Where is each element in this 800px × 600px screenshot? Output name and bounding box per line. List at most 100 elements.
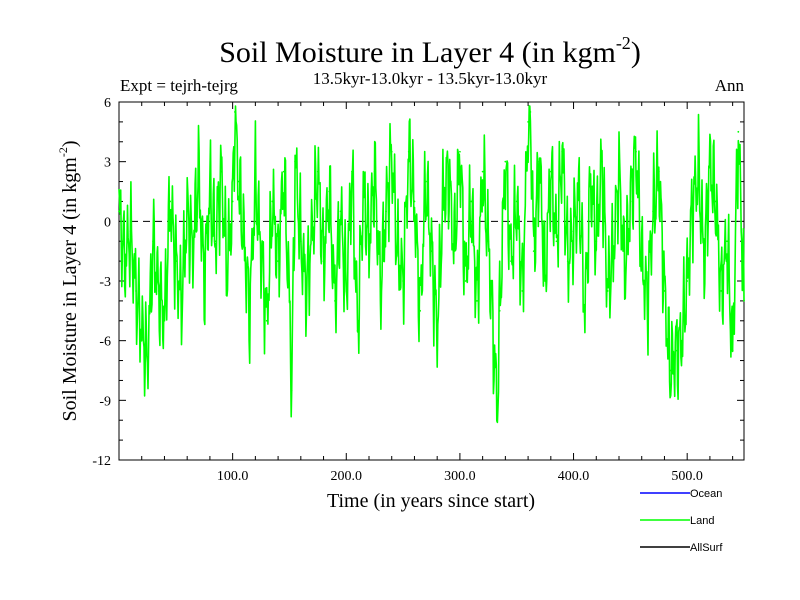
data-point [453,250,456,253]
data-point [396,250,399,253]
data-point [214,240,217,243]
data-point [720,290,723,292]
x-tick-label: 500.0 [671,469,703,484]
x-axis-label: Time (in years since start) [327,490,535,512]
x-tick-label: 100.0 [217,469,249,484]
data-point [290,389,293,392]
data-point [529,111,532,113]
chart-title: Soil Moisture in Layer 4 (in kgm-2) [219,33,641,69]
legend: Ocean Land AllSurf [640,488,723,554]
data-point [299,240,302,243]
data-point [220,170,223,173]
data-point [419,309,422,312]
data-point [339,210,342,213]
data-point [152,240,154,243]
series-line-land [118,105,745,424]
data-point [362,190,365,193]
data-point [691,200,694,203]
data-point [674,349,677,352]
data-point [584,309,586,312]
data-point [430,250,433,253]
data-point [601,160,603,163]
y-tick-label: -6 [99,335,111,350]
data-point [282,170,285,173]
data-point [714,200,717,203]
data-point [271,200,274,203]
data-point [385,210,387,213]
data-point [538,160,541,163]
chart-subtitle: 13.5kyr-13.0kyr - 13.5kyr-13.0kyr [313,69,548,88]
data-point [544,280,547,282]
data-point [328,190,331,193]
data-point [197,170,200,173]
data-point [260,250,262,253]
data-point [476,299,478,302]
data-point [686,280,689,282]
data-point [277,260,279,263]
data-point [186,210,189,213]
data-point [612,250,615,253]
y-tick-label: 3 [104,156,111,171]
data-point [578,190,581,193]
data-point [606,290,609,292]
data-point [629,200,632,203]
data-point [174,260,177,263]
data-point [623,270,626,272]
data-point [561,150,564,153]
data-point [464,280,467,282]
legend-label-ocean: Ocean [690,488,722,500]
x-tick-label: 200.0 [331,469,363,484]
data-point [709,160,711,163]
chart-title-superscript: -2 [616,33,631,53]
data-point [436,329,439,332]
data-point [226,270,228,272]
data-point [191,250,194,253]
data-point [498,309,501,312]
data-point [407,150,410,153]
data-point [680,339,683,342]
data-point [424,180,427,183]
data-point [669,369,672,372]
data-point [118,210,120,213]
data-point [493,349,495,352]
data-point [487,240,490,243]
data-point [470,200,473,203]
data-point [243,240,245,243]
data-point [496,409,499,412]
data-point [532,250,535,253]
y-axis: 6 3 0 -3 -6 -9 -12 [92,96,744,469]
data-point [334,299,336,302]
data-point [595,240,598,243]
data-point [703,260,706,263]
x-tick-label: 400.0 [558,469,590,484]
data-point [322,260,325,263]
data-point [697,170,700,173]
data-point [163,319,166,322]
data-point [510,260,512,263]
data-point [555,240,558,243]
data-point [402,280,404,282]
y-axis-label-superscript: -2 [56,147,70,157]
data-point [305,290,308,292]
data-point [635,150,637,153]
data-point [254,180,257,183]
data-point [743,299,745,302]
data-point [237,180,240,183]
x-tick-label: 300.0 [444,469,476,484]
data-point [549,170,552,173]
data-point [368,240,370,243]
data-point [129,230,132,233]
data-point [351,170,353,173]
data-point [566,260,569,263]
data-point [663,290,666,292]
data-point [373,170,376,173]
data-point [231,200,234,203]
data-point [345,290,348,292]
data-point [515,200,518,203]
data-point [180,299,183,302]
data-point [726,240,728,243]
data-point [640,260,643,263]
season-label: Ann [715,76,745,95]
x-axis: 100.0 200.0 300.0 400.0 500.0 [141,102,734,484]
data-point [146,359,149,362]
